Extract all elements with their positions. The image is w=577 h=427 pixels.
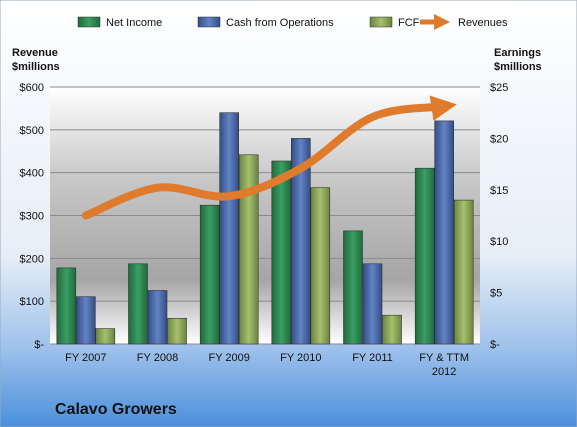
left-tick-label: $200 <box>20 253 44 265</box>
gridlines <box>50 86 480 345</box>
revenues-series <box>81 95 457 220</box>
bar-fcf-4 <box>382 314 402 345</box>
bar-cash-from-operations-0 <box>76 296 96 345</box>
bar-cash-from-operations-4 <box>362 263 383 345</box>
left-axis-ticks: $- $100 $200 $300 $400 $500 $600 <box>20 82 45 351</box>
left-tick-label: $100 <box>20 296 44 308</box>
right-tick-label: $5 <box>490 288 502 300</box>
right-tick-label: $25 <box>490 82 508 94</box>
bar-cash-from-operations-3 <box>290 138 311 345</box>
right-axis-title-line1: Earnings <box>494 47 541 59</box>
left-tick-label: $600 <box>20 82 44 94</box>
bar-net-income-4 <box>343 230 363 345</box>
legend-item-cash-from-operations: Cash from Operations <box>197 16 334 29</box>
legend-label: Net Income <box>106 17 162 29</box>
right-tick-label: $- <box>490 339 500 351</box>
revenues-line <box>81 95 457 220</box>
company-label: Calavo Growers <box>55 401 177 418</box>
right-axis-ticks: $- $5 $10 $15 $20 $25 <box>490 82 508 351</box>
legend-item-revenues: Revenues <box>420 13 508 31</box>
x-tick-label: FY 2010 <box>280 352 321 364</box>
bar-cash-from-operations-1 <box>147 290 168 345</box>
legend: Net Income Cash from Operations FCF Revenue… <box>77 13 508 31</box>
left-axis-title-line1: Revenue <box>12 47 58 59</box>
left-tick-label: $500 <box>20 125 44 137</box>
left-tick-label: $300 <box>20 211 44 223</box>
x-tick-label: FY 2008 <box>137 352 178 364</box>
bar-net-income-1 <box>128 263 148 345</box>
legend-label: Revenues <box>458 17 508 29</box>
bar-cash-from-operations-2 <box>219 112 239 345</box>
bar-fcf-0 <box>95 328 116 345</box>
right-tick-label: $20 <box>490 133 508 145</box>
bar-net-income-2 <box>199 204 220 345</box>
legend-swatch <box>369 16 393 28</box>
bars <box>56 112 474 345</box>
x-tick-label: FY 2009 <box>208 352 249 364</box>
left-tick-label: $- <box>34 339 44 351</box>
legend-item-net-income: Net Income <box>77 16 162 29</box>
legend-label: Cash from Operations <box>226 17 334 29</box>
legend-swatch <box>197 16 221 28</box>
left-axis-title-line2: $millions <box>12 61 60 73</box>
right-axis-title-line2: $millions <box>494 61 542 73</box>
right-tick-label: $15 <box>490 185 508 197</box>
bar-fcf-1 <box>167 317 187 345</box>
x-tick-label: FY 2007 <box>65 352 106 364</box>
legend-item-fcf: FCF <box>369 16 420 29</box>
bar-net-income-5 <box>414 167 435 345</box>
x-tick-label: FY 2011 <box>352 352 393 364</box>
bar-net-income-3 <box>271 160 292 345</box>
legend-label: FCF <box>398 17 420 29</box>
bar-fcf-5 <box>453 199 474 345</box>
x-tick-label: FY & TTM 2012 <box>419 352 469 378</box>
right-tick-label: $10 <box>490 236 508 248</box>
bar-fcf-2 <box>238 154 259 345</box>
bar-fcf-3 <box>310 187 331 345</box>
left-tick-label: $400 <box>20 168 44 180</box>
legend-swatch <box>77 16 101 28</box>
bar-net-income-0 <box>56 267 77 345</box>
bar-cash-from-operations-5 <box>434 120 455 345</box>
x-axis-ticks: FY 2007 FY 2008 FY 2009 FY 2010 FY 2011 FY & … <box>65 352 469 378</box>
